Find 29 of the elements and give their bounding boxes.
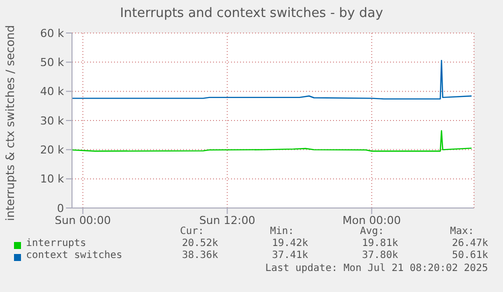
text: 26.47k xyxy=(452,238,488,249)
y-tick-label: 30 k xyxy=(40,114,65,128)
legend-label: interrupts xyxy=(26,238,86,249)
text: 50.61k xyxy=(452,250,488,261)
y-tick-label: 20 k xyxy=(40,144,65,157)
text: Min: xyxy=(270,226,294,237)
y-tick-label: 10 k xyxy=(40,172,65,186)
line-series xyxy=(72,60,472,100)
text: 38.36k xyxy=(182,250,218,261)
text: 19.42k xyxy=(272,238,308,249)
chart-title: Interrupts and context switches - by day xyxy=(118,6,384,21)
x-tick-label: Mon 00:00 xyxy=(342,214,401,227)
line-series xyxy=(72,130,472,152)
legend-label: context switches xyxy=(26,250,122,261)
text: 20.52k xyxy=(182,238,218,249)
text: 19.81k xyxy=(362,238,398,249)
y-tick-label: 50 k xyxy=(40,56,65,70)
x-tick-label: Sun 12:00 xyxy=(199,214,256,227)
y-tick-label: 0 xyxy=(57,202,64,215)
text: Last update: Mon Jul 21 08:20:02 2025 xyxy=(265,263,488,274)
x-tick-label: Sun 00:00 xyxy=(54,214,111,227)
y-axis-title: interrupts & ctx switches / second xyxy=(3,25,17,221)
text: Cur: xyxy=(180,226,204,237)
y-tick-label: 40 k xyxy=(40,85,65,98)
text: Max: xyxy=(450,226,474,237)
text: Avg: xyxy=(360,226,384,237)
y-tick-label: 60 k xyxy=(40,26,65,40)
text: 37.41k xyxy=(272,250,308,261)
text: 37.80k xyxy=(362,250,398,261)
